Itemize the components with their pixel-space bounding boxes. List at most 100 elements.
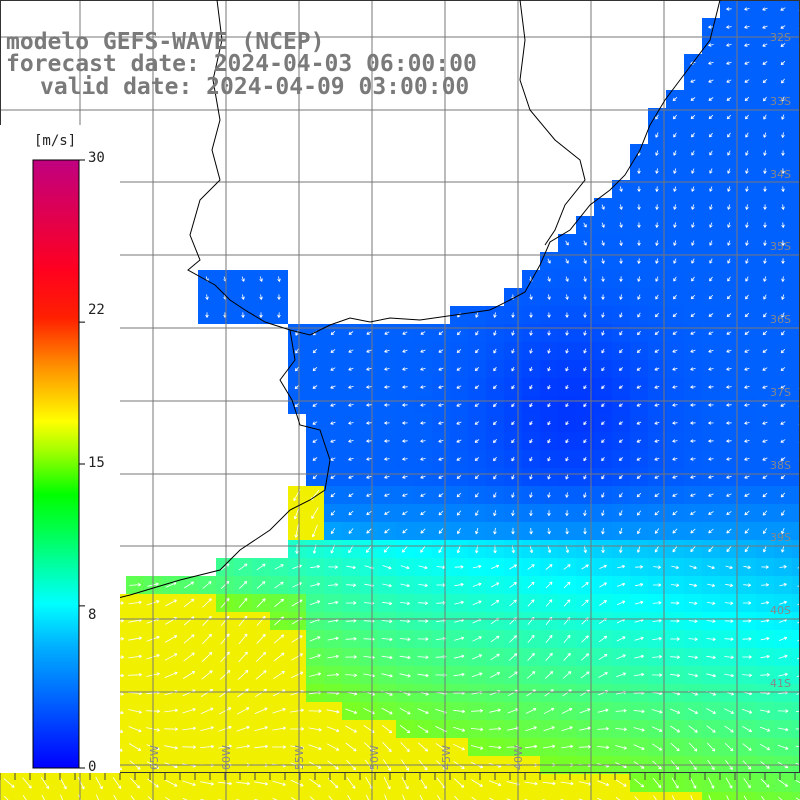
wind-arrow <box>655 204 659 210</box>
wind-arrow <box>348 367 354 371</box>
wind-arrow <box>218 744 232 749</box>
wind-arrow <box>255 688 268 698</box>
wind-arrow <box>220 651 230 663</box>
wind-arrow <box>565 276 569 282</box>
wind-arrow <box>651 673 663 677</box>
wind-arrow <box>653 795 657 800</box>
wind-arrow <box>543 744 556 749</box>
wind-arrow <box>778 672 788 677</box>
wind-cell <box>288 792 306 800</box>
wind-arrow <box>781 294 785 300</box>
wind-arrow <box>581 582 589 588</box>
wind-arrow <box>619 330 623 336</box>
wind-arrow <box>475 510 479 516</box>
wind-arrow <box>760 654 770 659</box>
wind-arrow <box>637 222 641 228</box>
wind-arrow <box>366 439 372 443</box>
wind-arrow <box>744 367 750 371</box>
wind-arrow <box>745 150 749 156</box>
wind-arrow <box>312 421 318 425</box>
wind-arrow <box>618 457 624 461</box>
wind-arrow <box>583 384 587 390</box>
wind-arrow <box>708 61 714 65</box>
wind-cell <box>792 558 800 576</box>
wind-arrow <box>780 60 786 66</box>
wind-cell <box>432 792 450 800</box>
wind-arrow <box>381 724 393 734</box>
wind-arrow <box>655 168 659 174</box>
wind-arrow <box>472 564 482 569</box>
wind-arrow <box>472 582 482 587</box>
wind-arrow <box>218 725 232 732</box>
wind-arrow <box>633 672 645 677</box>
wind-arrow <box>727 168 731 174</box>
wind-arrow <box>618 367 623 371</box>
wind-arrow <box>744 475 750 479</box>
wind-arrow <box>130 795 135 800</box>
lat-label: 34S <box>770 168 791 181</box>
wind-arrow <box>330 367 336 371</box>
wind-arrow <box>401 545 409 553</box>
lon-label: 60W <box>220 745 233 770</box>
wind-arrow <box>456 367 462 371</box>
wind-arrow <box>3 778 15 788</box>
wind-arrow <box>164 708 178 713</box>
wind-arrow <box>652 655 663 659</box>
wind-cell <box>738 792 756 800</box>
wind-arrow <box>579 708 591 714</box>
wind-arrow <box>706 673 716 678</box>
wind-arrow <box>797 603 800 606</box>
wind-cell <box>792 72 800 90</box>
wind-arrow <box>633 709 645 714</box>
wind-arrow <box>128 673 142 677</box>
wind-arrow <box>128 600 142 605</box>
wind-arrow <box>691 168 695 174</box>
wind-arrow <box>309 600 321 606</box>
wind-arrow <box>726 7 732 11</box>
wind-arrow <box>237 669 249 680</box>
wind-arrow <box>527 564 535 570</box>
wind-arrow <box>618 403 624 407</box>
wind-arrow <box>420 367 426 371</box>
wind-arrow <box>601 258 605 264</box>
colorbar-tick-30: 30 <box>88 150 105 166</box>
wind-arrow <box>619 492 623 498</box>
wind-arrow <box>780 421 786 425</box>
wind-arrow <box>742 726 753 732</box>
wind-arrow <box>453 672 465 677</box>
wind-arrow <box>743 795 747 800</box>
wind-arrow <box>762 528 768 535</box>
wind-arrow <box>634 600 644 605</box>
wind-arrow <box>453 654 465 659</box>
wind-arrow <box>490 635 500 643</box>
wind-cell <box>198 792 216 800</box>
wind-arrow <box>182 797 188 800</box>
wind-arrow <box>690 331 696 335</box>
wind-arrow <box>383 545 391 553</box>
wind-arrow <box>597 780 610 786</box>
wind-arrow <box>294 366 300 372</box>
wind-cell <box>306 792 324 800</box>
wind-arrow <box>493 474 497 480</box>
wind-arrow <box>655 294 659 300</box>
wind-arrow <box>277 312 281 318</box>
wind-arrow <box>438 510 444 516</box>
wind-arrow <box>795 745 800 748</box>
wind-arrow <box>200 744 215 749</box>
wind-arrow <box>637 186 641 192</box>
wind-arrow <box>583 438 587 444</box>
wind-arrow <box>601 222 605 228</box>
lon-label: 50W <box>368 745 381 770</box>
wind-arrow <box>795 780 800 783</box>
wind-arrow <box>655 276 659 282</box>
wind-arrow <box>511 510 515 517</box>
wind-arrow <box>742 708 753 714</box>
wind-arrow <box>744 312 750 318</box>
wind-arrow <box>688 742 698 752</box>
wind-arrow <box>636 349 642 353</box>
wind-arrow <box>781 132 785 138</box>
wind-cell <box>270 792 288 800</box>
wind-arrow <box>688 655 698 660</box>
lat-label: 38S <box>770 459 791 472</box>
